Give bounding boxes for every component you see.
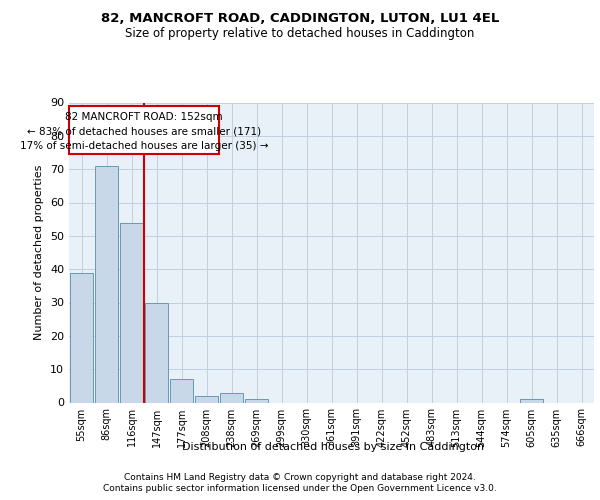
Bar	[194, 396, 218, 402]
Text: Contains public sector information licensed under the Open Government Licence v3: Contains public sector information licen…	[103, 484, 497, 493]
Bar	[520, 399, 544, 402]
Bar	[220, 392, 244, 402]
Text: 17% of semi-detached houses are larger (35) →: 17% of semi-detached houses are larger (…	[20, 141, 268, 151]
Bar	[145, 302, 169, 402]
Bar	[70, 272, 94, 402]
Bar	[170, 379, 193, 402]
FancyBboxPatch shape	[69, 106, 219, 154]
Text: Distribution of detached houses by size in Caddington: Distribution of detached houses by size …	[182, 442, 484, 452]
Y-axis label: Number of detached properties: Number of detached properties	[34, 165, 44, 340]
Bar	[119, 222, 143, 402]
Text: ← 83% of detached houses are smaller (171): ← 83% of detached houses are smaller (17…	[27, 126, 261, 136]
Bar	[95, 166, 118, 402]
Text: 82 MANCROFT ROAD: 152sqm: 82 MANCROFT ROAD: 152sqm	[65, 112, 223, 122]
Bar	[245, 399, 268, 402]
Text: Size of property relative to detached houses in Caddington: Size of property relative to detached ho…	[125, 28, 475, 40]
Text: Contains HM Land Registry data © Crown copyright and database right 2024.: Contains HM Land Registry data © Crown c…	[124, 472, 476, 482]
Text: 82, MANCROFT ROAD, CADDINGTON, LUTON, LU1 4EL: 82, MANCROFT ROAD, CADDINGTON, LUTON, LU…	[101, 12, 499, 26]
